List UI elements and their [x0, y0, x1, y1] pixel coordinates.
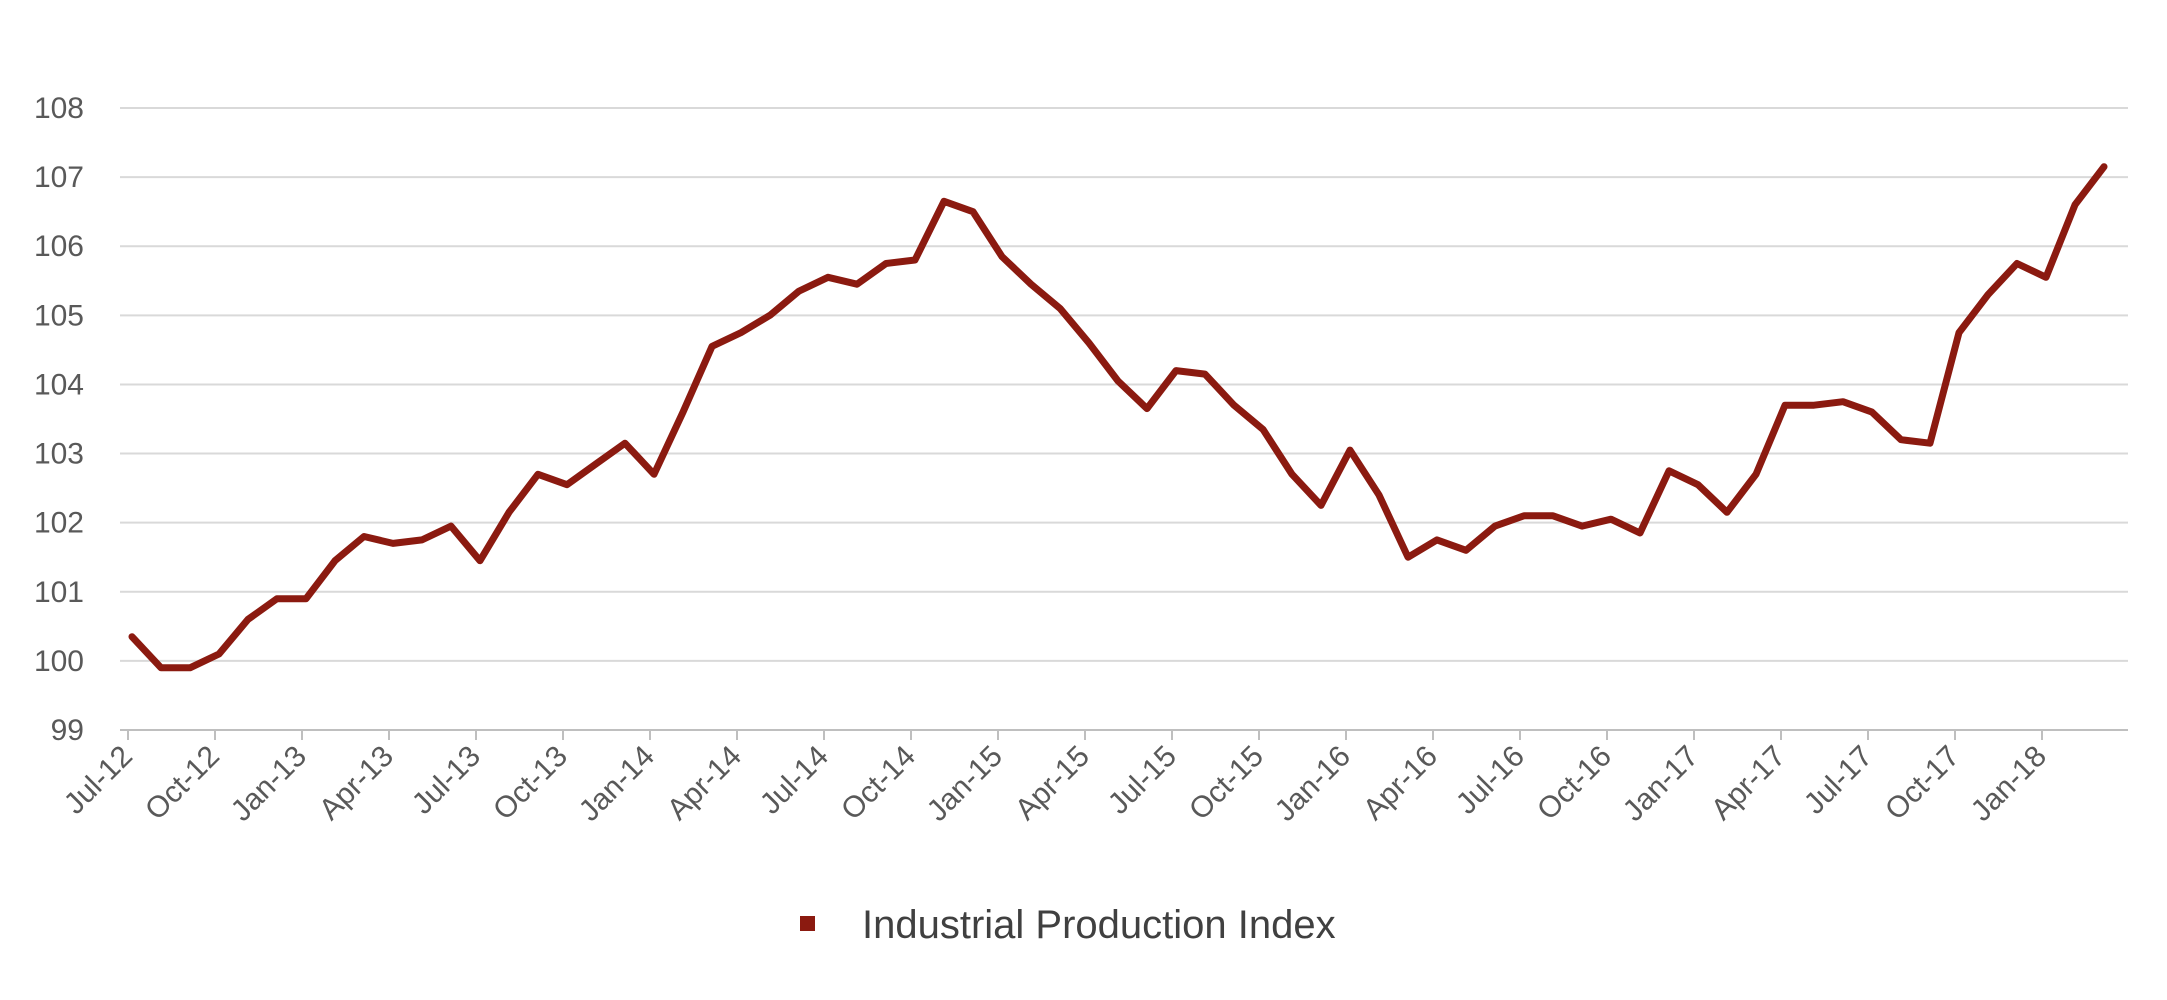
x-tick-label: Apr-16: [1357, 740, 1444, 827]
y-tick-label: 101: [34, 576, 84, 609]
x-tick-label: Oct-12: [139, 740, 226, 827]
x-tick-label: Jan-16: [1269, 740, 1357, 828]
y-tick-label: 106: [34, 230, 84, 263]
legend-swatch: [800, 916, 815, 931]
x-tick-label: Oct-15: [1183, 740, 1270, 827]
y-tick-label: 100: [34, 645, 84, 678]
x-tick-label: Apr-13: [313, 740, 400, 827]
legend-label: Industrial Production Index: [862, 903, 1336, 947]
x-tick-label: Jul-15: [1102, 740, 1183, 821]
x-tick-label: Oct-14: [835, 740, 922, 827]
y-tick-label: 102: [34, 507, 84, 540]
x-tick-label: Oct-17: [1879, 740, 1966, 827]
series-line-industrial-production-index: [128, 163, 2108, 672]
x-tick-label: Apr-15: [1009, 740, 1096, 827]
y-tick-label: 103: [34, 438, 84, 471]
y-tick-label: 99: [51, 714, 84, 747]
series-layer: [128, 163, 2108, 672]
x-tick-label: Jul-17: [1798, 740, 1879, 821]
x-tick-label: Oct-16: [1531, 740, 1618, 827]
y-axis-ticks: 99 100 101 102 103 104 105 106 107 108: [34, 92, 84, 747]
x-tick-label: Jan-17: [1617, 740, 1705, 828]
x-tick-label: Apr-17: [1705, 740, 1792, 827]
x-tick-label: Jul-12: [58, 740, 139, 821]
legend: Industrial Production Index: [800, 903, 1336, 947]
y-tick-label: 108: [34, 92, 84, 125]
x-tick-label: Jul-16: [1450, 740, 1531, 821]
x-tick-label: Jan-14: [573, 740, 661, 828]
y-tick-label: 105: [34, 299, 84, 332]
x-tick-label: Apr-14: [661, 740, 748, 827]
x-tick-label: Jul-13: [406, 740, 487, 821]
y-tick-label: 107: [34, 161, 84, 194]
x-tick-label: Oct-13: [487, 740, 574, 827]
x-tick-label: Jan-15: [921, 740, 1009, 828]
x-tick-label: Jul-14: [754, 740, 835, 821]
x-tick-label: Jan-13: [225, 740, 313, 828]
y-tick-label: 104: [34, 368, 84, 401]
x-tick-label: Jan-18: [1965, 740, 2053, 828]
